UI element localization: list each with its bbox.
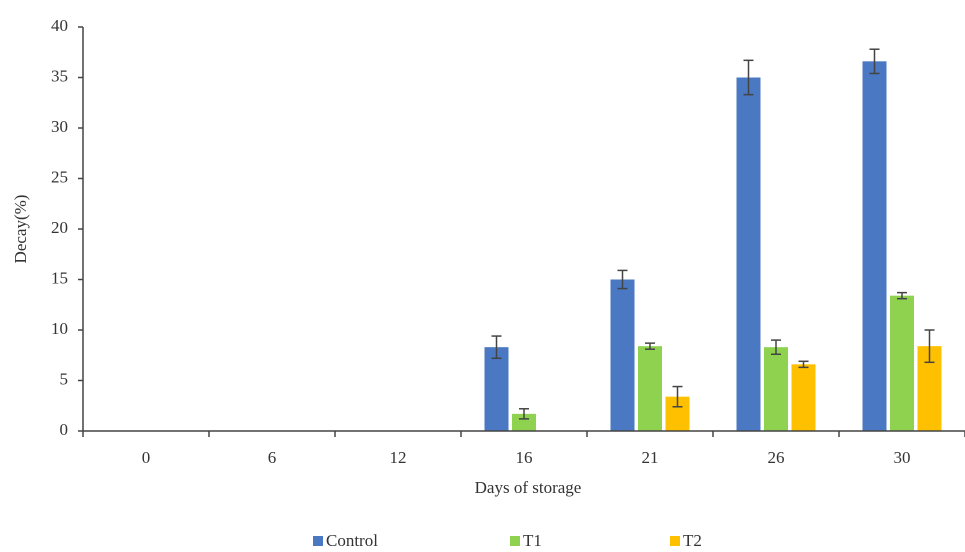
x-tick-label: 21: [642, 448, 659, 467]
y-tick-label: 25: [51, 167, 68, 186]
y-tick-label: 30: [51, 117, 68, 136]
bar: [890, 295, 914, 431]
y-tick-label: 35: [51, 66, 68, 85]
legend-swatch: [670, 536, 680, 546]
bar: [764, 347, 788, 431]
x-tick-label: 30: [894, 448, 911, 467]
x-tick-label: 12: [390, 448, 407, 467]
x-tick-label: 0: [142, 448, 151, 467]
y-tick-label: 40: [51, 16, 68, 35]
legend-label: T2: [683, 531, 702, 550]
bar: [862, 61, 887, 432]
y-axis-title: Decay(%): [11, 195, 30, 264]
legend-swatch: [510, 536, 520, 546]
x-tick-label: 26: [768, 448, 785, 467]
bar: [512, 413, 536, 431]
x-tick-label: 6: [268, 448, 277, 467]
bar: [638, 346, 662, 431]
y-tick-label: 5: [60, 369, 69, 388]
legend-swatch: [313, 536, 323, 546]
bar: [610, 279, 635, 431]
y-tick-label: 0: [60, 420, 69, 439]
x-tick-label: 16: [516, 448, 533, 467]
x-axis-title: Days of storage: [475, 478, 582, 497]
bar: [736, 77, 761, 431]
bar: [484, 347, 509, 431]
y-tick-label: 10: [51, 319, 68, 338]
bar: [791, 364, 816, 431]
y-tick-label: 20: [51, 218, 68, 237]
y-tick-label: 15: [51, 268, 68, 287]
legend-label: Control: [326, 531, 378, 550]
legend-label: T1: [523, 531, 542, 550]
